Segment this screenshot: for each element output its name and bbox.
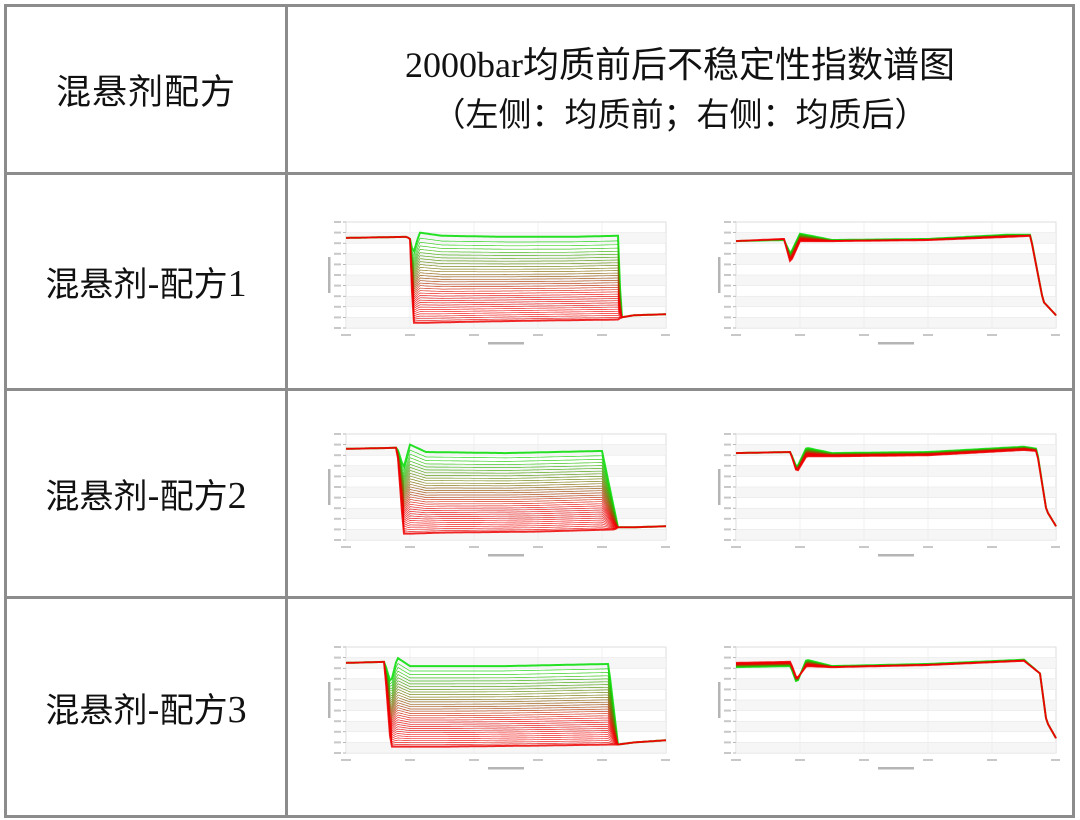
row-label: 混悬剂-配方2 <box>4 388 288 599</box>
row-label-number: 2 <box>227 475 247 517</box>
charts-cell <box>285 388 1075 599</box>
charts-cell <box>285 172 1075 391</box>
table-row: 混悬剂-配方1 <box>4 172 1075 391</box>
row-label-text: 混悬剂-配方 <box>45 265 228 305</box>
chart-after-homogenization <box>714 214 1060 350</box>
row-label-number: 3 <box>227 688 247 731</box>
table-row: 混悬剂-配方3 <box>4 596 1075 818</box>
chart-before-homogenization <box>324 214 670 350</box>
header-subtitle: （左侧：均质前；右侧：均质后） <box>432 94 928 134</box>
chart-after-homogenization <box>714 639 1060 775</box>
charts-cell <box>285 596 1075 818</box>
row-label: 混悬剂-配方1 <box>4 172 288 391</box>
chart-after-homogenization <box>714 426 1060 562</box>
row-label-number: 1 <box>227 263 247 305</box>
chart-before-homogenization <box>324 426 670 562</box>
header-formulation: 混悬剂配方 <box>4 4 288 175</box>
header-title: 2000bar均质前后不稳定性指数谱图 <box>405 44 955 85</box>
chart-before-homogenization <box>324 639 670 775</box>
table-row: 混悬剂-配方2 <box>4 388 1075 599</box>
header-row: 混悬剂配方 2000bar均质前后不稳定性指数谱图 （左侧：均质前；右侧：均质后… <box>4 4 1075 175</box>
formulation-comparison-table: 混悬剂配方 2000bar均质前后不稳定性指数谱图 （左侧：均质前；右侧：均质后… <box>4 4 1075 818</box>
row-label-text: 混悬剂-配方 <box>45 690 228 731</box>
header-spectra: 2000bar均质前后不稳定性指数谱图 （左侧：均质前；右侧：均质后） <box>285 4 1075 175</box>
row-label-text: 混悬剂-配方 <box>45 477 228 517</box>
row-label: 混悬剂-配方3 <box>4 596 288 818</box>
